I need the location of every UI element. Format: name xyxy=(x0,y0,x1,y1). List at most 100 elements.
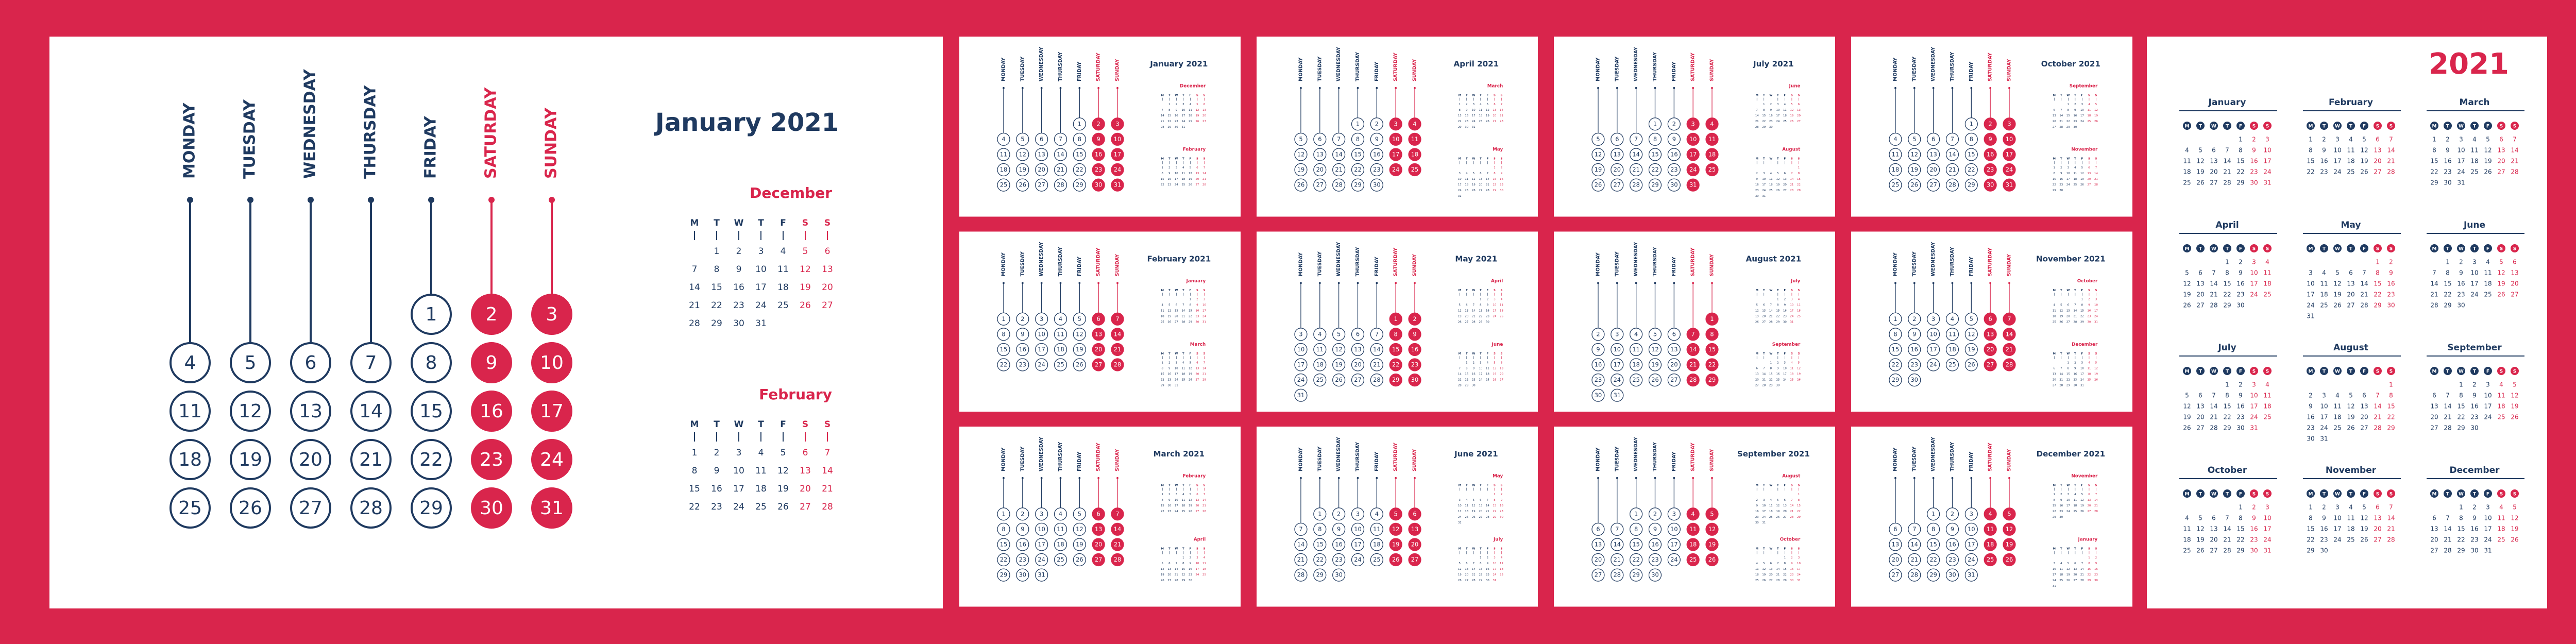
mini-day: 24 xyxy=(1797,573,1801,577)
mini-day: 4 xyxy=(1501,556,1503,560)
mini-day: 2 xyxy=(1473,361,1475,364)
mini-day: 20 xyxy=(1202,114,1206,117)
mini-day: 4 xyxy=(1182,361,1184,364)
mini-weekday-letter: T xyxy=(1466,94,1468,97)
day-circle xyxy=(1667,117,1681,131)
mini-weekday-letter: F xyxy=(1784,94,1786,97)
mini-day: 10 xyxy=(1175,367,1178,370)
day-circle xyxy=(1294,522,1308,536)
day-circle xyxy=(1611,148,1624,161)
mini-day: 19 xyxy=(1458,573,1462,577)
year-day: 26 xyxy=(2511,414,2518,421)
mini-day: 10 xyxy=(2094,303,2098,307)
day-circle xyxy=(1705,312,1719,326)
weekday-label: SUNDAY xyxy=(1709,254,1715,277)
mini-day: 25 xyxy=(1202,573,1206,577)
year-weekday-dot xyxy=(2444,244,2452,252)
month-title: October 2021 xyxy=(2041,59,2100,69)
mini-day: 12 xyxy=(1797,367,1801,370)
year-day: 24 xyxy=(2263,536,2271,544)
day-circle xyxy=(1908,132,1921,146)
month-title: February 2021 xyxy=(1147,255,1211,264)
mini-day: 3 xyxy=(1182,103,1184,106)
mini-day: 28 xyxy=(822,502,833,512)
year-weekday-letter: S xyxy=(2376,124,2379,129)
day-circle xyxy=(230,487,271,529)
mini-day: 12 xyxy=(2080,172,2084,175)
mini-month-name: April xyxy=(1194,537,1206,543)
mini-day: 14 xyxy=(1762,372,1766,376)
mini-day: 28 xyxy=(1202,378,1206,381)
mini-weekday-letter: M xyxy=(1756,158,1758,161)
year-day: 7 xyxy=(2362,269,2366,277)
day-number: 30 xyxy=(1335,571,1342,579)
mini-day: 26 xyxy=(1189,183,1192,187)
year-weekday-letter: S xyxy=(2389,247,2393,252)
mini-day: 12 xyxy=(1458,309,1462,312)
mini-day: 30 xyxy=(1486,320,1489,324)
mini-day: 5 xyxy=(1756,303,1758,307)
weekday-label: MONDAY xyxy=(1298,447,1303,471)
mini-day: 27 xyxy=(800,502,811,512)
mini-month-name: June xyxy=(1492,342,1503,347)
day-circle xyxy=(1016,148,1029,161)
mini-day: 24 xyxy=(1783,378,1787,381)
day-number: 25 xyxy=(1316,376,1324,383)
day-number: 18 xyxy=(1000,166,1007,173)
year-day: 13 xyxy=(2360,403,2368,410)
mini-weekday-letter: S xyxy=(1494,158,1496,161)
year-day: 20 xyxy=(2511,280,2518,287)
day-circle xyxy=(1611,328,1624,341)
mini-day: 19 xyxy=(1472,183,1476,187)
year-day: 12 xyxy=(2484,147,2492,154)
mini-day: 11 xyxy=(2073,499,2077,502)
day-circle xyxy=(1945,312,1959,326)
mini-day: 9 xyxy=(1777,367,1779,370)
year-day: 12 xyxy=(2497,269,2505,277)
mini-day: 30 xyxy=(1790,579,1794,582)
day-number: 12 xyxy=(1076,526,1083,533)
mini-day: 22 xyxy=(1161,510,1164,513)
year-day: 26 xyxy=(2196,547,2204,554)
year-day: 29 xyxy=(2307,547,2314,554)
mini-day: 15 xyxy=(2066,114,2070,117)
day-number: 13 xyxy=(1038,151,1045,158)
mini-day: 13 xyxy=(1479,504,1482,507)
mini-weekday-letter: S xyxy=(1798,289,1800,292)
day-number: 22 xyxy=(1929,556,1937,563)
day-number: 6 xyxy=(1672,330,1676,337)
weekday-label: THURSDAY xyxy=(1950,52,1955,81)
mini-day: 19 xyxy=(1797,372,1801,376)
mini-day: 30 xyxy=(2059,516,2063,519)
mini-day: 13 xyxy=(1202,109,1206,112)
year-weekday-dot xyxy=(2360,122,2368,130)
day-circle xyxy=(1313,328,1327,341)
day-number: 16 xyxy=(1373,151,1380,158)
year-day: 25 xyxy=(2333,425,2341,432)
year-day: 21 xyxy=(2210,291,2217,298)
year-weekday-dot xyxy=(2196,122,2205,130)
year-weekday-letter: M xyxy=(2432,247,2437,252)
mini-weekday-letter: F xyxy=(1190,158,1192,161)
day-circle xyxy=(1313,507,1327,521)
mini-day: 19 xyxy=(1167,315,1171,318)
day-number: 19 xyxy=(2006,541,2013,548)
year-month-name: June xyxy=(2463,220,2485,230)
month-title: June 2021 xyxy=(1454,449,1498,459)
year-day: 13 xyxy=(2511,269,2518,277)
mini-day: 8 xyxy=(2088,562,2090,565)
mini-day: 30 xyxy=(2073,384,2077,387)
mini-day: 22 xyxy=(689,502,700,512)
day-circle xyxy=(2003,538,2016,551)
mini-weekday-letter: T xyxy=(1168,548,1171,551)
day-number: 25 xyxy=(1948,361,1956,368)
day-circle xyxy=(1964,117,1978,131)
mini-day: 5 xyxy=(1473,172,1475,175)
day-number: 8 xyxy=(1653,135,1657,143)
mini-day: 15 xyxy=(1161,504,1164,507)
day-circle xyxy=(290,342,331,383)
mini-day: 17 xyxy=(2066,178,2070,181)
year-day: 2 xyxy=(2252,136,2256,143)
mini-day: 10 xyxy=(1202,303,1206,307)
day-number: 28 xyxy=(1114,556,1121,563)
